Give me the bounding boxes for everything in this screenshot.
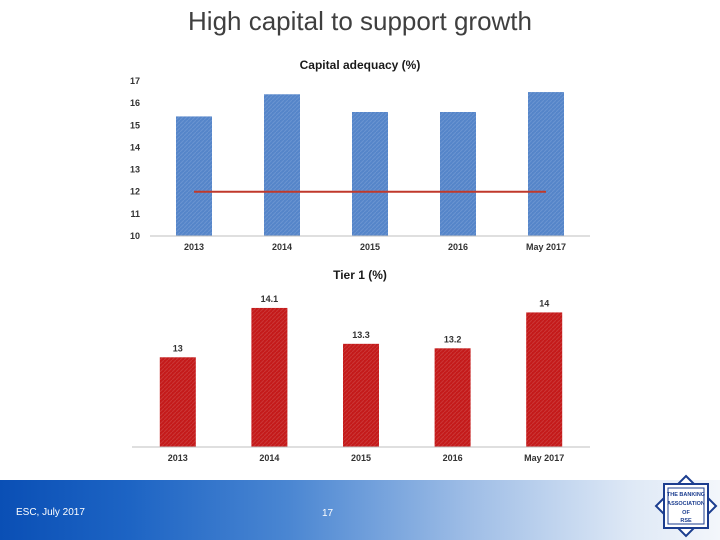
banking-association-logo: THE BANKING ASSOCIATION OF RSE	[654, 474, 718, 538]
footer-bar: ESC, July 2017 17	[0, 480, 720, 540]
x-tick-label: 2015	[360, 242, 380, 252]
y-tick-label: 12	[130, 187, 140, 197]
charts-canvas: Capital adequacy (%) 10 11 12 13 14 15 16 17 201…	[130, 58, 590, 463]
data-label: 14.1	[261, 294, 279, 304]
bar-texture	[264, 94, 300, 237]
svg-text:RSE: RSE	[680, 518, 692, 524]
data-label: 13.2	[444, 334, 462, 344]
y-tick-label: 10	[130, 231, 140, 241]
capital-adequacy-chart: Capital adequacy (%) 10 11 12 13 14 15 16 17 201…	[130, 58, 590, 252]
svg-text:OF: OF	[682, 510, 690, 516]
slide-title: High capital to support growth	[188, 6, 532, 36]
x-tick-label: 2014	[259, 453, 279, 463]
data-label: 14	[539, 298, 549, 308]
svg-text:THE BANKING: THE BANKING	[667, 492, 705, 498]
bar-texture	[343, 343, 379, 447]
data-label: 13.3	[352, 330, 370, 340]
y-tick-label: 14	[130, 142, 140, 152]
data-label: 13	[173, 343, 183, 353]
y-tick-label: 16	[130, 98, 140, 108]
bar-texture	[528, 92, 564, 236]
footer-event-text: ESC, July 2017	[16, 507, 85, 518]
tier1-chart: Tier 1 (%) 13 2013 14.1 2014 13.3 2015 13.2 201…	[132, 268, 590, 463]
y-tick-label: 13	[130, 165, 140, 175]
bar-texture	[251, 307, 288, 447]
x-tick-label: 2014	[272, 242, 292, 252]
x-tick-label: 2015	[351, 453, 371, 463]
x-tick-label: 2013	[168, 453, 188, 463]
capital-adequacy-title: Capital adequacy (%)	[300, 58, 421, 72]
x-tick-label: 2016	[448, 242, 468, 252]
bar-texture	[159, 357, 196, 447]
bar-texture	[176, 116, 212, 236]
x-tick-label: 2016	[443, 453, 463, 463]
tier1-title: Tier 1 (%)	[333, 268, 387, 282]
y-tick-label: 15	[130, 120, 140, 130]
bar-texture	[440, 112, 476, 236]
x-tick-label: May 2017	[524, 453, 564, 463]
bar-texture	[434, 348, 471, 447]
bar-texture	[352, 112, 388, 236]
bar-texture	[526, 312, 563, 447]
x-tick-label: May 2017	[526, 242, 566, 252]
x-tick-label: 2013	[184, 242, 204, 252]
page-number: 17	[322, 508, 334, 519]
y-tick-label: 17	[130, 76, 140, 86]
svg-text:ASSOCIATION: ASSOCIATION	[667, 501, 705, 507]
y-tick-label: 11	[130, 209, 140, 219]
